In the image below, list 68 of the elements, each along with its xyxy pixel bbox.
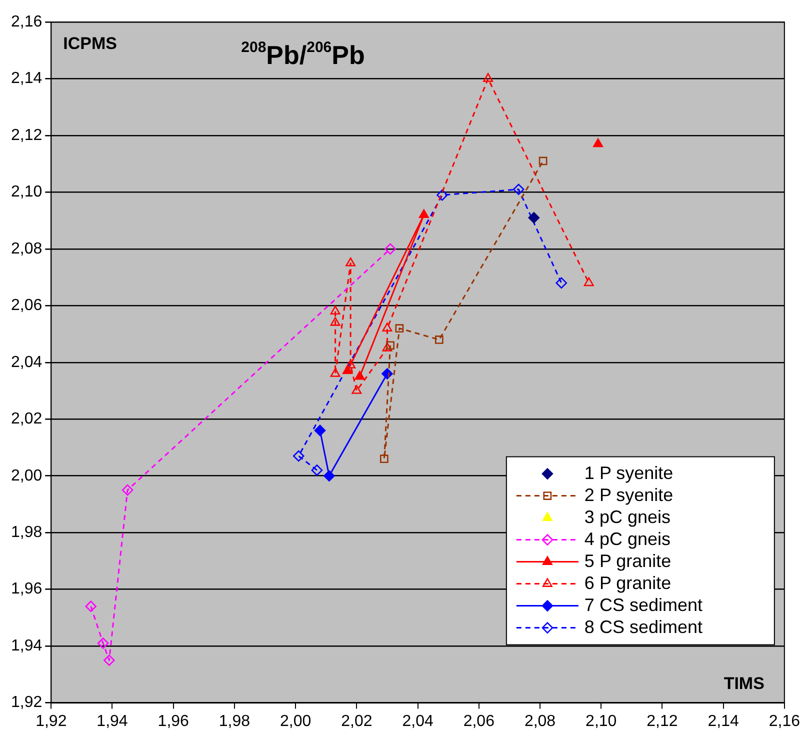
point	[342, 365, 352, 374]
point	[434, 336, 444, 344]
legend-label: 6 P granite	[584, 572, 672, 593]
point	[395, 324, 404, 333]
y-tick-label: 1,96	[11, 580, 42, 598]
point	[384, 243, 396, 255]
y-tick-label: 2,04	[11, 354, 42, 371]
y-tick-label: 2,08	[11, 240, 42, 258]
legend-label: 2 P syenite	[584, 484, 674, 505]
legend-label: 1 P syenite	[584, 462, 674, 483]
x-tick-label: 2,02	[341, 712, 372, 730]
point	[346, 360, 356, 368]
point	[528, 212, 540, 224]
legend-label: 7 CS sediment	[584, 594, 702, 615]
point	[382, 322, 392, 332]
legend-label: 5 P granite	[584, 550, 672, 571]
y-tick-label: 2,10	[11, 184, 42, 201]
x-tick-label: 2,10	[586, 712, 617, 730]
point	[354, 370, 365, 380]
x-tick-label: 1,94	[96, 712, 128, 730]
legend-label: 4 pC gneis	[584, 528, 670, 549]
point	[483, 73, 494, 82]
y-tick-label: 1,94	[11, 637, 42, 654]
x-tick-label: 2,14	[708, 712, 739, 730]
point	[584, 277, 594, 286]
point	[538, 156, 548, 166]
y-tick-label: 2,02	[11, 410, 42, 428]
point	[382, 342, 392, 352]
x-tick-label: 1,96	[158, 712, 190, 730]
point	[104, 654, 115, 666]
point	[512, 184, 524, 196]
x-tick-label: 2,00	[280, 712, 312, 730]
point	[330, 306, 340, 314]
point	[97, 638, 109, 649]
y-tick-label: 2,14	[11, 70, 42, 88]
point	[346, 257, 356, 266]
point	[330, 317, 340, 326]
legend-label: 3 pC gneis	[584, 506, 670, 527]
y-tick-label: 2,12	[11, 126, 42, 144]
x-tick-label: 2,16	[768, 712, 800, 730]
x-tick-label: 1,92	[36, 712, 67, 730]
point	[593, 138, 604, 148]
point	[122, 484, 134, 496]
x-tick-label: 2,04	[402, 712, 434, 730]
point	[380, 454, 388, 464]
legend-label: 8 CS sediment	[584, 616, 702, 637]
point	[314, 424, 326, 436]
y-axis-title: ICPMS	[63, 34, 117, 54]
point	[85, 600, 97, 612]
y-tick-label: 2,16	[11, 13, 42, 30]
x-tick-label: 2,08	[524, 712, 556, 730]
point	[436, 189, 448, 201]
y-tick-label: 1,98	[11, 524, 42, 542]
point	[556, 277, 568, 289]
y-tick-label: 1,92	[11, 694, 42, 712]
point	[311, 464, 323, 476]
point	[292, 450, 304, 462]
x-tick-label: 2,06	[463, 712, 495, 730]
x-tick-label: 1,98	[218, 712, 250, 730]
y-tick-label: 2,06	[11, 297, 42, 314]
point	[418, 209, 429, 218]
point	[324, 470, 335, 482]
point	[352, 385, 362, 394]
y-tick-label: 2,00	[11, 467, 42, 484]
x-axis-title: TIMS	[724, 674, 764, 693]
point	[386, 341, 394, 350]
x-tick-label: 2,12	[646, 712, 678, 730]
point	[330, 368, 340, 377]
